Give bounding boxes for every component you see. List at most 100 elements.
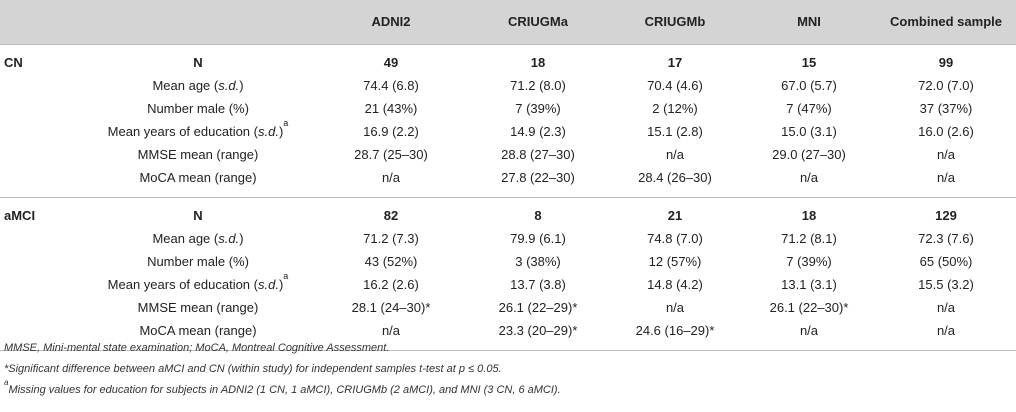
table-cell: 21 [667,207,683,223]
table-cell: 74.4 (6.8) [363,77,419,93]
table-row: Mean age (s.d.) 71.2 (7.3) 79.9 (6.1) 74… [0,227,1016,250]
table-row: Mean years of education (s.d.)a 16.2 (2.… [0,270,1016,296]
table-cell: 23.3 (20–29)* [498,322,578,338]
table-body: CN N 49 18 17 15 99 Mean age (s.d.) 74.4… [0,44,1016,350]
table-cell: 129 [935,207,957,223]
header-cell-criugmb: CRIUGMb [644,14,706,30]
table-cell: 28.7 (25–30) [354,146,428,162]
table-cell: 7 (39%) [786,253,832,269]
row-label: Mean age (s.d.) [152,77,244,93]
table-row: MoCA mean (range) n/a 27.8 (22–30) 28.4 … [0,166,1016,198]
table-cell: n/a [936,146,956,162]
footnote-abbreviations: MMSE, Mini-mental state examination; MoC… [4,342,390,354]
footnote-a-text: Missing values for education for subject… [8,384,561,396]
table-row: CN N 49 18 17 15 99 [0,44,1016,74]
table-cell: 71.2 (7.3) [363,230,419,246]
row-label: Number male (%) [147,100,249,116]
demographics-table: ADNI2 CRIUGMa CRIUGMb MNI Combined sampl… [0,0,1016,350]
table-row: MMSE mean (range) 28.7 (25–30) 28.8 (27–… [0,143,1016,166]
row-label: N [193,207,203,223]
group-cell-empty [0,273,82,296]
header-cell-criugma: CRIUGMa [508,14,568,30]
row-label-text: Mean years of education (s.d.) [107,276,284,292]
footnote-significance: *Significant difference between aMCI and… [4,363,502,375]
table-cell: 79.9 (6.1) [510,230,566,246]
table-row: aMCI N 82 8 21 18 129 [0,197,1016,227]
table-cell: n/a [936,299,956,315]
table-row: Mean age (s.d.) 74.4 (6.8) 71.2 (8.0) 70… [0,74,1016,97]
group-cell-empty [0,120,82,143]
table-cell: 99 [938,54,954,70]
table-cell: 27.8 (22–30) [501,169,575,185]
header-row: ADNI2 CRIUGMa CRIUGMb MNI Combined sampl… [0,0,1016,44]
table-cell: 15.1 (2.8) [647,123,703,139]
table-cell: 29.0 (27–30) [772,146,846,162]
table-cell: 24.6 (16–29)* [635,322,715,338]
group-cell-empty [0,74,82,97]
demographics-table-container: ADNI2 CRIUGMa CRIUGMb MNI Combined sampl… [0,0,1016,350]
table-cell: 65 (50%) [919,253,973,269]
table-cell: 71.2 (8.0) [510,77,566,93]
group-cell-empty [0,250,82,273]
table-cell: 16.0 (2.6) [918,123,974,139]
group-cell-empty [0,97,82,120]
table-cell: 28.4 (26–30) [638,169,712,185]
table-cell: 17 [667,54,683,70]
table-cell: n/a [665,146,685,162]
row-label: MMSE mean (range) [137,299,259,315]
table-cell: n/a [381,322,401,338]
table-cell: 26.1 (22–30)* [769,299,849,315]
table-cell: 21 (43%) [364,100,418,116]
header-cell-blank-label [82,0,314,44]
header-cell-mni: MNI [797,14,821,30]
table-cell: 72.3 (7.6) [918,230,974,246]
group-cell-empty [0,143,82,166]
row-label: Mean years of education (s.d.)a [82,118,314,143]
group-cell-empty [0,296,82,319]
row-label: Number male (%) [147,253,249,269]
table-cell: 14.8 (4.2) [647,276,703,292]
row-label: N [193,54,203,70]
table-row: Number male (%) 43 (52%) 3 (38%) 12 (57%… [0,250,1016,273]
table-cell: 70.4 (4.6) [647,77,703,93]
group-label-cn: CN [4,54,23,70]
table-cell: 18 [530,54,546,70]
table-cell: 7 (47%) [786,100,832,116]
table-cell: 82 [383,207,399,223]
group-cell-empty [0,227,82,250]
row-label: MMSE mean (range) [137,146,259,162]
table-cell: n/a [799,169,819,185]
table-cell: 67.0 (5.7) [781,77,837,93]
table-cell: n/a [936,322,956,338]
table-cell: 12 (57%) [648,253,702,269]
table-cell: 8 [534,207,542,223]
table-cell: 16.9 (2.2) [363,123,419,139]
row-label: Mean years of education (s.d.)a [82,270,314,296]
footnote-marker: a [283,270,289,281]
table-cell: 3 (38%) [515,253,561,269]
table-cell: 43 (52%) [364,253,418,269]
row-label: Mean age (s.d.) [152,230,244,246]
table-row: MoCA mean (range) n/a 23.3 (20–29)* 24.6… [0,319,1016,350]
group-cell-empty [0,166,82,198]
table-cell: 15 [801,54,817,70]
row-label: MoCA mean (range) [139,169,257,185]
table-cell: 16.2 (2.6) [363,276,419,292]
table-cell: 15.0 (3.1) [781,123,837,139]
table-cell: 2 (12%) [652,100,698,116]
table-cell: 7 (39%) [515,100,561,116]
table-cell: n/a [381,169,401,185]
row-label-text: Mean years of education (s.d.) [107,123,284,139]
table-cell: 37 (37%) [919,100,973,116]
table-cell: n/a [799,322,819,338]
table-cell: 26.1 (22–29)* [498,299,578,315]
table-row: MMSE mean (range) 28.1 (24–30)* 26.1 (22… [0,296,1016,319]
table-cell: 28.1 (24–30)* [351,299,431,315]
header-cell-combined: Combined sample [890,14,1002,30]
table-cell: 18 [801,207,817,223]
table-row: Number male (%) 21 (43%) 7 (39%) 2 (12%)… [0,97,1016,120]
table-cell: 71.2 (8.1) [781,230,837,246]
table-cell: 13.7 (3.8) [510,276,566,292]
table-row: Mean years of education (s.d.)a 16.9 (2.… [0,118,1016,143]
table-cell: 13.1 (3.1) [781,276,837,292]
